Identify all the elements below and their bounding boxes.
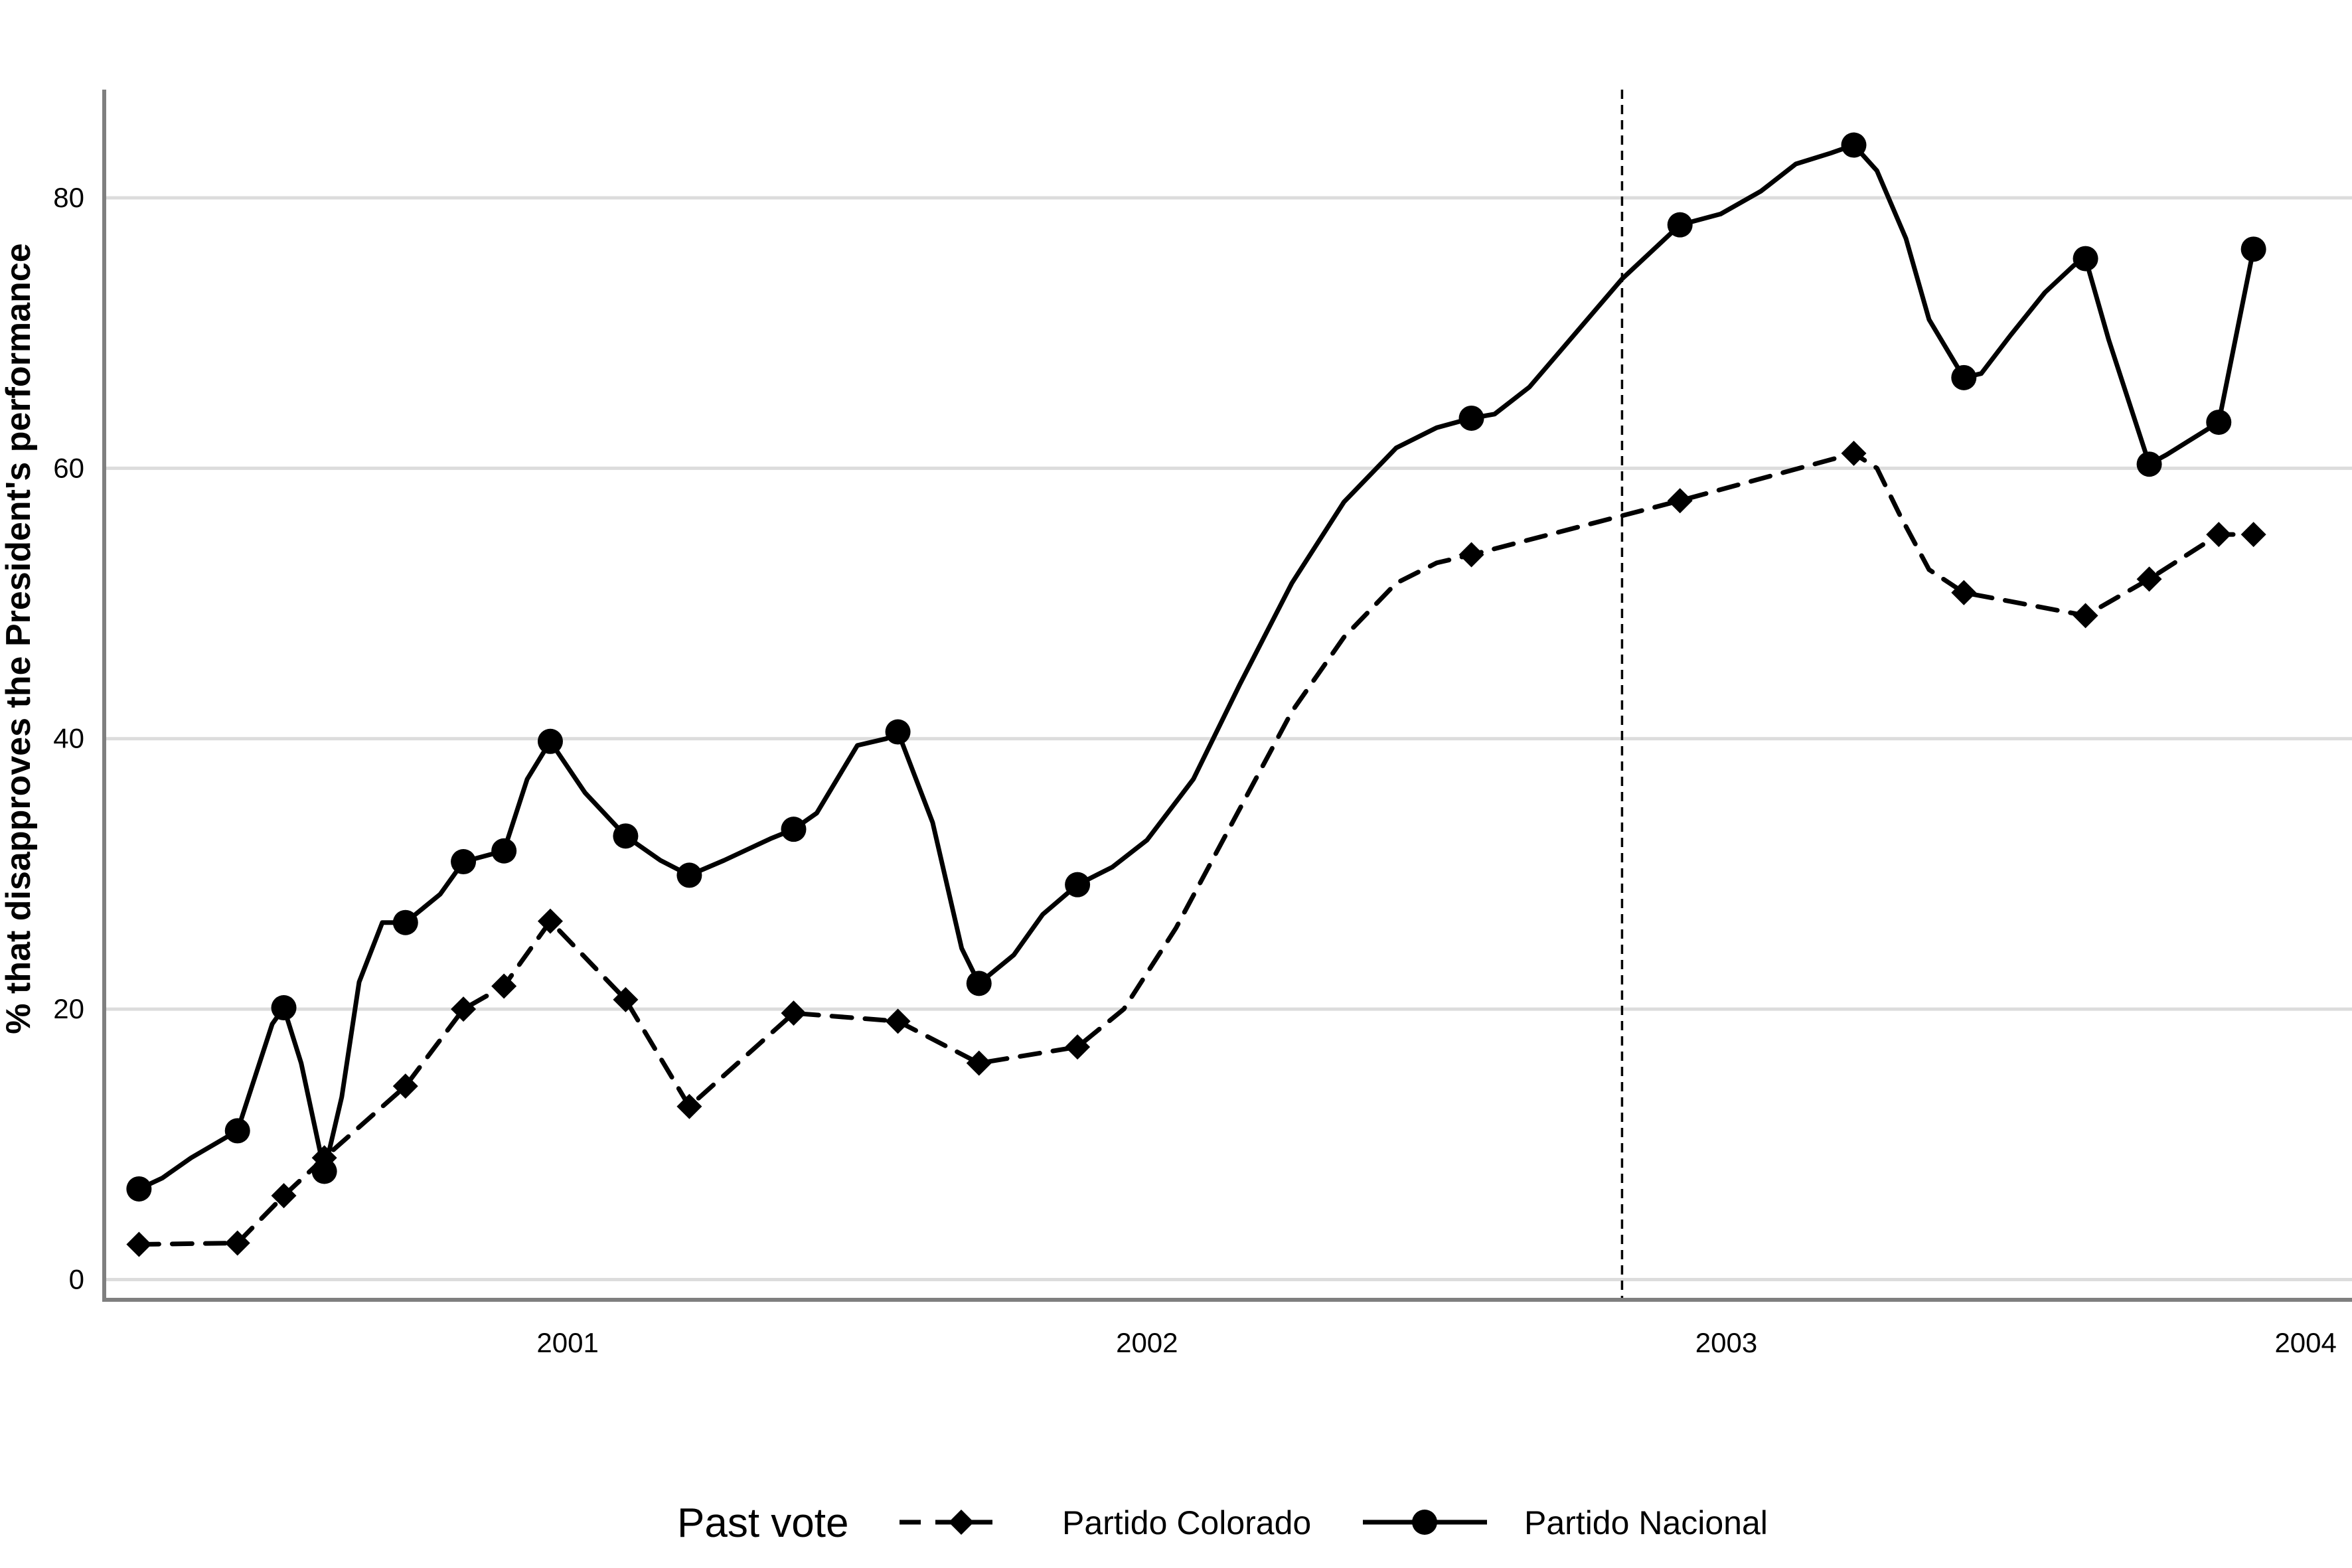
tick-labels: 0 20 40 60 80 2001 2002 2003 2004 [53,182,2337,1358]
legend-marker-diamond [949,1510,974,1535]
data-point [537,728,563,754]
data-point [451,849,477,875]
x-tick-label: 2004 [2274,1327,2336,1358]
data-point [966,1050,992,1076]
data-point [392,909,418,935]
data-point [1667,212,1693,238]
data-point [2206,522,2232,548]
data-point [1065,1034,1091,1060]
data-point [451,996,477,1022]
data-point [271,1183,297,1209]
data-point [126,1176,152,1202]
legend-marker-circle [1412,1510,1437,1535]
series-line [136,451,2256,1247]
data-point [224,1230,250,1256]
data-point [1065,872,1091,898]
data-point [2240,236,2266,262]
data-point [781,1000,807,1026]
legend-label: Partido Colorado [1062,1504,1311,1541]
data-point [676,862,702,888]
data-point [491,973,517,999]
legend-title: Past vote [677,1500,848,1546]
y-tick-label: 20 [53,993,84,1024]
data-point [885,1008,911,1034]
data-point [126,1231,152,1257]
legend-label: Partido Nacional [1524,1504,1768,1541]
data-point [613,986,639,1012]
data-point [781,817,807,842]
data-point [271,995,297,1021]
data-point [2136,566,2162,592]
data-point [1841,132,1867,158]
data-point [491,838,517,864]
data-point [613,823,639,849]
data-point [676,1093,702,1119]
data-point [224,1118,250,1144]
y-tick-label: 60 [53,452,84,483]
legend: Past vote Partido Colorado Partido Naciona… [677,1500,1768,1546]
data-point [2136,451,2162,477]
data-point [392,1073,418,1099]
data-point [2073,246,2098,272]
x-tick-label: 2003 [1695,1327,1757,1358]
data-point [1458,405,1484,431]
data-point [1951,580,1977,605]
data-point [966,971,992,996]
y-tick-label: 40 [53,723,84,754]
data-point [537,908,563,934]
y-tick-label: 80 [53,182,84,213]
data-point [1951,364,1977,390]
series-line [136,143,2256,1192]
series-layer [126,132,2266,1257]
data-point [1458,542,1484,568]
y-tick-label: 0 [69,1263,84,1294]
x-tick-label: 2001 [536,1327,598,1358]
data-point [2206,410,2232,435]
grid-lines [104,196,2352,1281]
axes [102,90,2352,1302]
data-point [885,719,911,745]
series-partido-nacional [126,132,2266,1202]
data-point [311,1158,337,1184]
y-axis-title: % that disapproves the President's perfo… [0,243,38,1034]
data-point [2240,522,2266,548]
data-point [1841,440,1867,466]
data-point [1667,488,1693,514]
data-point [2073,603,2098,629]
x-tick-label: 2002 [1116,1327,1178,1358]
series-partido-colorado [126,440,2266,1257]
